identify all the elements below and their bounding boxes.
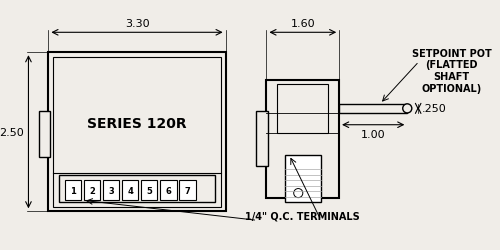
Bar (65, 181, 81, 201)
Text: .250: .250 (422, 104, 446, 114)
Text: 4: 4 (128, 186, 133, 195)
Text: 5: 5 (146, 186, 152, 195)
Text: 1.00: 1.00 (361, 130, 386, 140)
Bar (48, 53, 226, 212)
Bar (160, 181, 176, 201)
Circle shape (294, 189, 303, 198)
Text: 2: 2 (89, 186, 95, 195)
Bar (256, 112, 268, 166)
Bar (141, 181, 158, 201)
Text: 2.50: 2.50 (0, 127, 24, 137)
Text: 6: 6 (166, 186, 172, 195)
Text: 7: 7 (184, 186, 190, 195)
Text: 1: 1 (70, 186, 76, 195)
Bar (339, 104, 407, 114)
Bar (122, 181, 138, 201)
Bar (284, 155, 321, 202)
Text: SERIES 120R: SERIES 120R (87, 116, 187, 130)
Bar (278, 85, 328, 133)
Bar (84, 181, 100, 201)
Text: 1/4" Q.C. TERMINALS: 1/4" Q.C. TERMINALS (246, 210, 360, 220)
Bar (60, 175, 214, 202)
Bar (40, 112, 50, 157)
Bar (180, 181, 196, 201)
Bar (103, 181, 120, 201)
Text: SETPOINT POT
(FLATTED
SHAFT
OPTIONAL): SETPOINT POT (FLATTED SHAFT OPTIONAL) (412, 48, 492, 93)
Bar (53, 58, 221, 207)
Text: 3.30: 3.30 (124, 19, 150, 29)
Text: 3: 3 (108, 186, 114, 195)
Bar (266, 80, 339, 198)
Circle shape (402, 104, 412, 114)
Text: 1.60: 1.60 (290, 19, 315, 29)
